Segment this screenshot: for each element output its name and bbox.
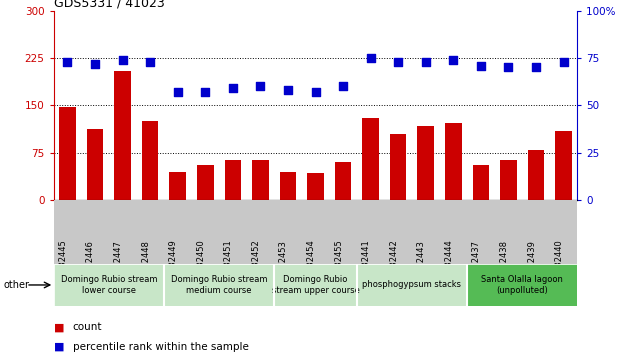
Point	[117, 57, 127, 63]
Bar	[307, 173, 324, 200]
Bar	[280, 172, 296, 200]
Bar	[362, 118, 379, 200]
Bar	[528, 149, 545, 200]
Bar	[59, 107, 76, 200]
Point	[365, 55, 375, 61]
Text: Domingo Rubio
stream upper course: Domingo Rubio stream upper course	[271, 275, 360, 295]
Bar	[86, 129, 103, 200]
Text: Domingo Rubio stream
medium course: Domingo Rubio stream medium course	[171, 275, 268, 295]
Point	[476, 63, 486, 68]
Point	[200, 89, 210, 95]
Bar	[169, 172, 186, 200]
Text: other: other	[3, 280, 29, 290]
Point	[448, 57, 458, 63]
Point	[145, 59, 155, 64]
Bar	[445, 123, 462, 200]
Bar	[197, 165, 213, 200]
Point	[504, 64, 514, 70]
Text: percentile rank within the sample: percentile rank within the sample	[73, 342, 249, 352]
Point	[531, 64, 541, 70]
Bar	[357, 264, 467, 306]
Bar	[335, 162, 351, 200]
Bar	[418, 126, 434, 200]
Point	[558, 59, 569, 64]
Bar	[467, 264, 577, 306]
Point	[283, 87, 293, 93]
Bar	[225, 160, 241, 200]
Bar	[54, 264, 164, 306]
Point	[310, 89, 321, 95]
Point	[421, 59, 431, 64]
Bar	[473, 165, 489, 200]
Bar	[114, 70, 131, 200]
Point	[256, 84, 266, 89]
Text: ■: ■	[54, 322, 64, 332]
Text: GDS5331 / 41023: GDS5331 / 41023	[54, 0, 165, 10]
Bar	[390, 134, 406, 200]
Point	[338, 84, 348, 89]
Bar	[274, 264, 357, 306]
Text: count: count	[73, 322, 102, 332]
Point	[393, 59, 403, 64]
Point	[62, 59, 73, 64]
Bar	[555, 131, 572, 200]
Bar	[164, 264, 274, 306]
Point	[90, 61, 100, 67]
Text: Domingo Rubio stream
lower course: Domingo Rubio stream lower course	[61, 275, 157, 295]
Text: Santa Olalla lagoon
(unpolluted): Santa Olalla lagoon (unpolluted)	[481, 275, 563, 295]
Bar	[252, 160, 269, 200]
Point	[228, 85, 238, 91]
Text: ■: ■	[54, 342, 64, 352]
Bar	[142, 121, 158, 200]
Bar	[500, 160, 517, 200]
Point	[173, 89, 183, 95]
Text: phosphogypsum stacks: phosphogypsum stacks	[362, 280, 461, 290]
